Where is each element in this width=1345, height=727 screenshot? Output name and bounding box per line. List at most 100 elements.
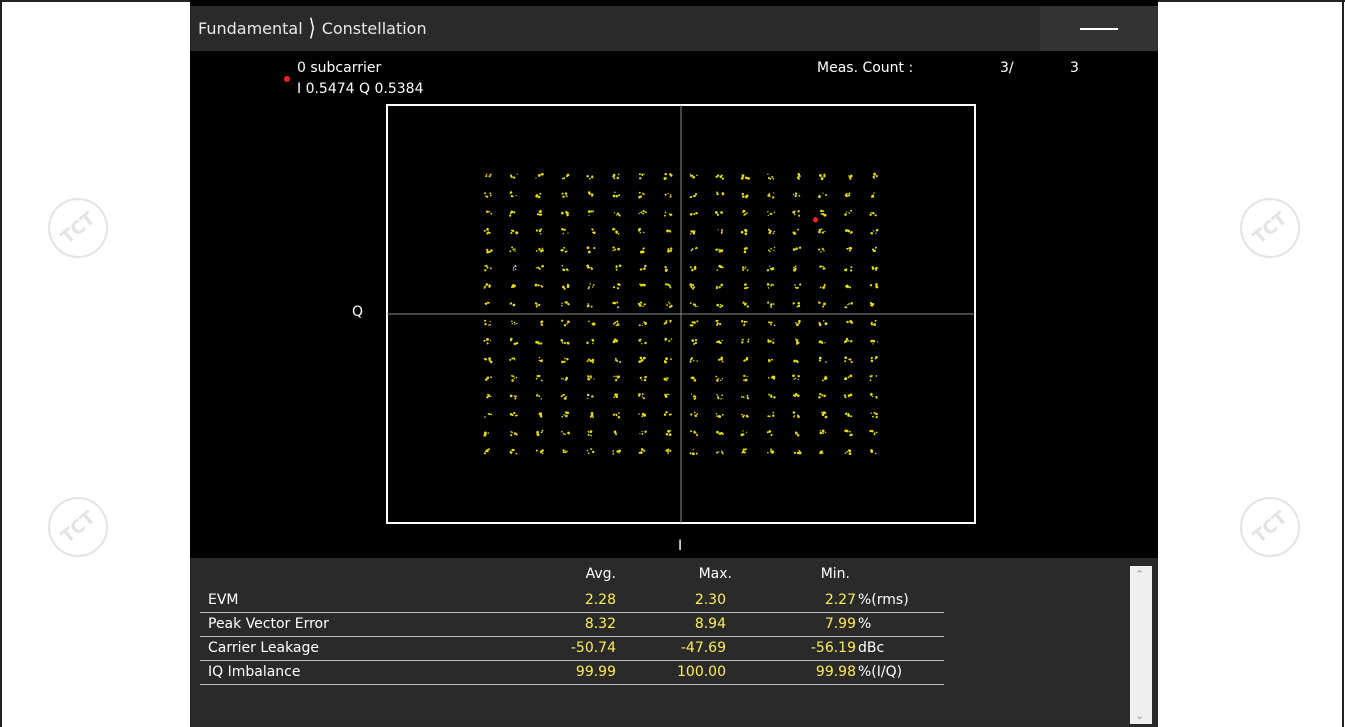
constellation-sample — [844, 306, 847, 309]
constellation-sample — [693, 267, 697, 270]
constellation-sample — [850, 339, 853, 343]
constellation-sample — [591, 175, 594, 178]
constellation-sample — [538, 213, 541, 216]
constellation-sample — [716, 191, 719, 194]
constellation-sample — [513, 411, 516, 415]
constellation-sample — [693, 379, 697, 382]
constellation-sample — [490, 249, 493, 252]
constellation-point — [586, 246, 596, 254]
constellation-sample — [693, 342, 696, 345]
constellation-point — [665, 429, 672, 436]
constellation-sample — [870, 212, 872, 214]
constellation-point — [743, 374, 748, 382]
constellation-sample — [614, 321, 617, 324]
scroll-up-icon[interactable]: ⌃ — [1135, 568, 1145, 581]
constellation-point — [870, 192, 875, 198]
constellation-sample — [721, 304, 724, 307]
constellation-sample — [561, 341, 564, 344]
constellation-sample — [693, 430, 695, 432]
constellation-point — [792, 246, 802, 251]
constellation-point — [818, 247, 825, 253]
constellation-sample — [792, 411, 796, 414]
constellation-sample — [641, 174, 644, 177]
constellation-sample — [844, 377, 848, 381]
constellation-sample — [689, 302, 692, 305]
constellation-sample — [772, 414, 775, 417]
result-min: 7.99 — [824, 616, 856, 632]
scroll-down-icon[interactable]: ⌄ — [1135, 709, 1145, 722]
minimize-button[interactable] — [1040, 6, 1158, 51]
constellation-sample — [690, 230, 693, 233]
constellation-point — [536, 210, 543, 216]
constellation-sample — [538, 356, 540, 359]
constellation-sample — [535, 267, 538, 269]
constellation-sample — [843, 394, 847, 397]
constellation-sample — [589, 359, 593, 363]
constellation-sample — [770, 213, 773, 215]
breadcrumb-parent[interactable]: Fundamental — [198, 19, 303, 38]
constellation-point — [820, 209, 827, 217]
constellation-sample — [794, 210, 796, 212]
constellation-point — [561, 319, 570, 327]
constellation-point — [714, 211, 723, 216]
constellation-sample — [743, 324, 745, 327]
constellation-sample — [848, 452, 852, 455]
constellation-sample — [535, 340, 538, 344]
constellation-sample — [743, 287, 746, 290]
constellation-sample — [489, 320, 491, 323]
constellation-sample — [742, 448, 746, 451]
constellation-sample — [515, 376, 518, 379]
constellation-sample — [795, 247, 798, 250]
constellation-point — [534, 302, 541, 308]
constellation-sample — [689, 324, 692, 327]
constellation-sample — [870, 392, 873, 396]
constellation-sample — [618, 214, 621, 217]
constellation-sample — [769, 250, 771, 253]
constellation-sample — [488, 175, 491, 178]
constellation-point — [639, 264, 647, 271]
constellation-sample — [487, 432, 490, 434]
constellation-sample — [747, 177, 750, 180]
constellation-point — [561, 210, 570, 217]
constellation-sample — [615, 324, 618, 327]
constellation-sample — [540, 173, 543, 176]
constellation-sample — [563, 246, 566, 249]
constellation-sample — [819, 393, 822, 396]
constellation-point — [869, 429, 878, 436]
constellation-sample — [642, 324, 644, 326]
result-min: 2.27 — [824, 592, 856, 608]
constellation-sample — [666, 377, 669, 380]
constellation-sample — [587, 191, 591, 194]
constellation-sample — [484, 285, 487, 288]
constellation-sample — [639, 451, 643, 454]
constellation-sample — [509, 192, 512, 195]
constellation-sample — [873, 192, 875, 194]
constellation-sample — [509, 250, 512, 253]
constellation-sample — [670, 358, 672, 360]
constellation-sample — [769, 265, 771, 268]
constellation-sample — [845, 194, 848, 198]
constellation-sample — [642, 209, 645, 213]
constellation-point — [484, 264, 492, 272]
marker-point — [812, 217, 819, 223]
results-scrollbar[interactable]: ⌃ ⌄ — [1130, 566, 1152, 724]
constellation-sample — [824, 342, 826, 344]
constellation-sample — [822, 286, 825, 289]
constellation-sample — [744, 268, 746, 270]
constellation-sample — [872, 395, 874, 398]
constellation-sample — [794, 392, 798, 396]
constellation-sample — [716, 303, 720, 307]
constellation-point — [792, 301, 801, 308]
constellation-sample — [485, 283, 489, 286]
constellation-sample — [820, 228, 823, 231]
constellation-sample — [850, 361, 853, 364]
constellation-sample — [693, 286, 696, 288]
constellation-sample — [664, 337, 668, 341]
constellation-sample — [772, 177, 775, 180]
constellation-sample — [691, 268, 694, 272]
constellation-sample — [844, 229, 848, 232]
axis-label-i: I — [678, 538, 683, 554]
constellation-point — [664, 192, 672, 198]
constellation-sample — [485, 264, 488, 267]
constellation-sample — [692, 284, 695, 287]
